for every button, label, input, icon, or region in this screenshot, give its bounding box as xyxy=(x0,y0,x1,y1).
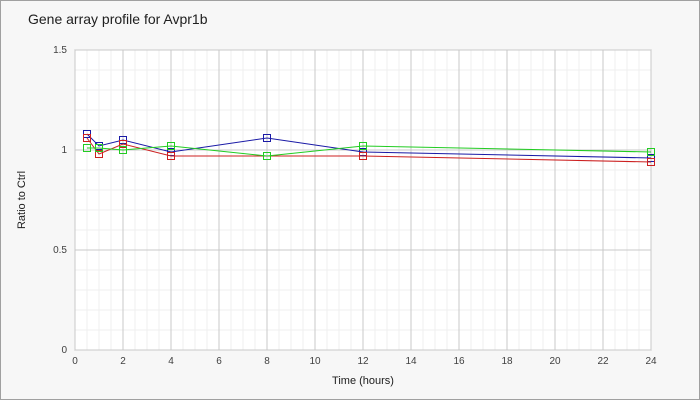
x-tick-label: 4 xyxy=(168,356,174,367)
x-tick-label: 18 xyxy=(501,356,513,367)
x-axis-ticks: 0 2 4 6 8 10 12 14 16 18 20 22 24 xyxy=(72,356,657,367)
x-tick-label: 16 xyxy=(453,356,465,367)
x-tick-label: 14 xyxy=(405,356,417,367)
x-tick-label: 24 xyxy=(645,356,657,367)
data-point xyxy=(359,142,367,150)
series-layer xyxy=(83,130,655,166)
x-tick-label: 10 xyxy=(309,356,321,367)
chart-title: Gene array profile for Avpr1b xyxy=(28,11,208,27)
data-point xyxy=(83,134,91,142)
y-tick-label: 0.5 xyxy=(53,245,67,256)
y-tick-label: 1.5 xyxy=(53,45,67,56)
x-tick-label: 2 xyxy=(120,356,126,367)
y-tick-label: 1 xyxy=(61,145,67,156)
y-axis-ticks: 0 0.5 1 1.5 xyxy=(53,45,67,356)
data-point xyxy=(119,146,127,154)
data-point xyxy=(263,152,271,160)
x-tick-label: 20 xyxy=(549,356,561,367)
y-tick-label: 0 xyxy=(61,345,67,356)
series-line xyxy=(86,137,652,163)
y-axis-label: Ratio to Ctrl xyxy=(16,171,28,229)
data-point xyxy=(263,134,271,142)
x-tick-label: 6 xyxy=(216,356,222,367)
series-3 xyxy=(83,142,655,160)
data-point xyxy=(119,140,127,148)
data-point xyxy=(167,152,175,160)
data-point xyxy=(95,144,103,152)
series-line xyxy=(87,145,652,157)
x-tick-label: 8 xyxy=(264,356,270,367)
x-tick-label: 12 xyxy=(357,356,369,367)
data-point xyxy=(95,150,103,158)
x-tick-label: 0 xyxy=(72,356,78,367)
data-point xyxy=(167,142,175,150)
data-point xyxy=(83,144,91,152)
data-point xyxy=(359,152,367,160)
x-tick-label: 22 xyxy=(597,356,609,367)
data-point xyxy=(647,148,655,156)
x-axis-label: Time (hours) xyxy=(332,375,394,387)
data-point xyxy=(647,158,655,166)
